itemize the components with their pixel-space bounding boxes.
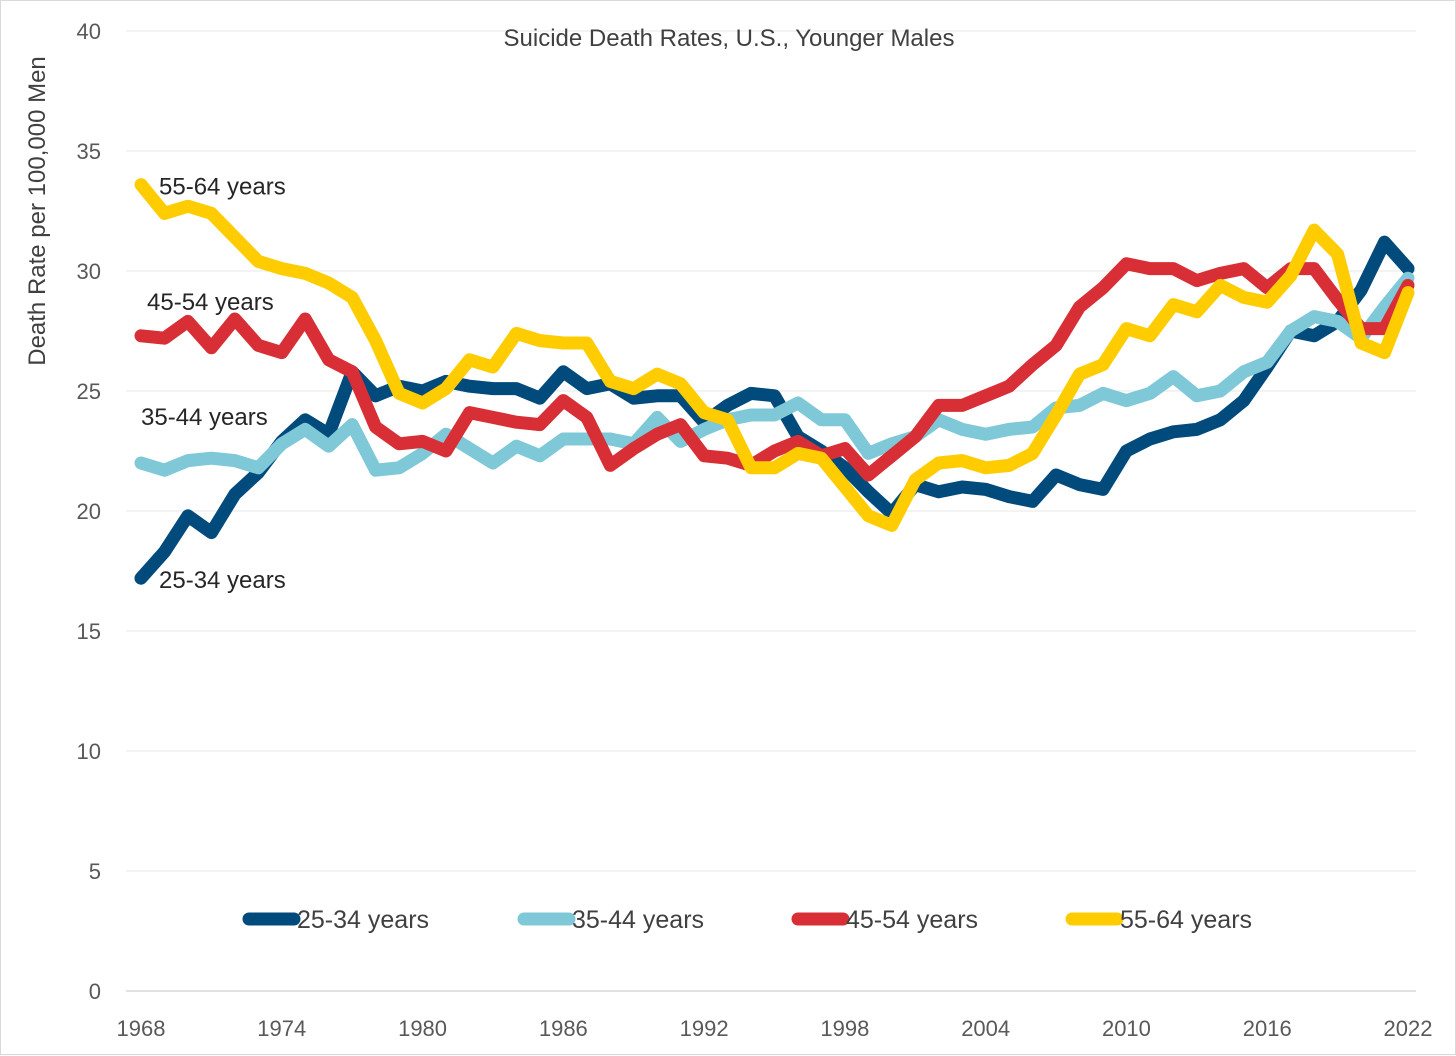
legend-label: 35-44 years bbox=[572, 906, 704, 934]
y-axis-ticks: 0 5 10 15 20 25 30 35 40 bbox=[77, 19, 101, 1004]
y-tick-label: 10 bbox=[77, 739, 101, 764]
y-tick-label: 25 bbox=[77, 379, 101, 404]
inline-label: 55-64 years bbox=[159, 174, 286, 201]
y-tick-label: 20 bbox=[77, 499, 101, 524]
x-tick-label: 2010 bbox=[1102, 1016, 1151, 1041]
series-line-45-54-years bbox=[134, 257, 1415, 482]
x-tick-label: 1998 bbox=[820, 1016, 869, 1041]
legend: 25-34 years 35-44 years 45-54 years 55-64 y… bbox=[242, 906, 1252, 934]
legend-label: 55-64 years bbox=[1120, 906, 1252, 934]
x-tick-label: 2016 bbox=[1243, 1016, 1292, 1041]
x-tick-label: 1992 bbox=[680, 1016, 729, 1041]
y-axis-label: Death Rate per 100,000 Men bbox=[24, 56, 51, 366]
x-tick-label: 1980 bbox=[398, 1016, 447, 1041]
inline-label: 25-34 years bbox=[159, 567, 286, 594]
x-tick-label: 2022 bbox=[1384, 1016, 1433, 1041]
y-tick-label: 15 bbox=[77, 619, 101, 644]
y-tick-label: 30 bbox=[77, 259, 101, 284]
y-tick-label: 5 bbox=[89, 859, 101, 884]
inline-label: 45-54 years bbox=[147, 289, 274, 316]
y-tick-label: 0 bbox=[89, 979, 101, 1004]
x-tick-label: 1968 bbox=[117, 1016, 166, 1041]
y-tick-label: 40 bbox=[77, 19, 101, 44]
series-line-35-44-years bbox=[134, 271, 1415, 477]
inline-series-labels: 55-64 years 45-54 years 35-44 years 25-34 y… bbox=[141, 174, 286, 595]
x-tick-label: 1974 bbox=[257, 1016, 306, 1041]
x-tick-label: 1986 bbox=[539, 1016, 588, 1041]
x-tick-label: 2004 bbox=[961, 1016, 1010, 1041]
chart-title: Suicide Death Rates, U.S., Younger Males bbox=[504, 25, 955, 52]
x-axis-ticks: 1968 1974 1980 1986 1992 1998 2004 2010 2016 2022 bbox=[117, 1016, 1433, 1041]
inline-label: 35-44 years bbox=[141, 404, 268, 431]
series-line-55-64-years bbox=[134, 178, 1415, 532]
y-tick-label: 35 bbox=[77, 139, 101, 164]
legend-label: 25-34 years bbox=[297, 906, 429, 934]
legend-label: 45-54 years bbox=[846, 906, 978, 934]
series-lines bbox=[134, 178, 1415, 585]
